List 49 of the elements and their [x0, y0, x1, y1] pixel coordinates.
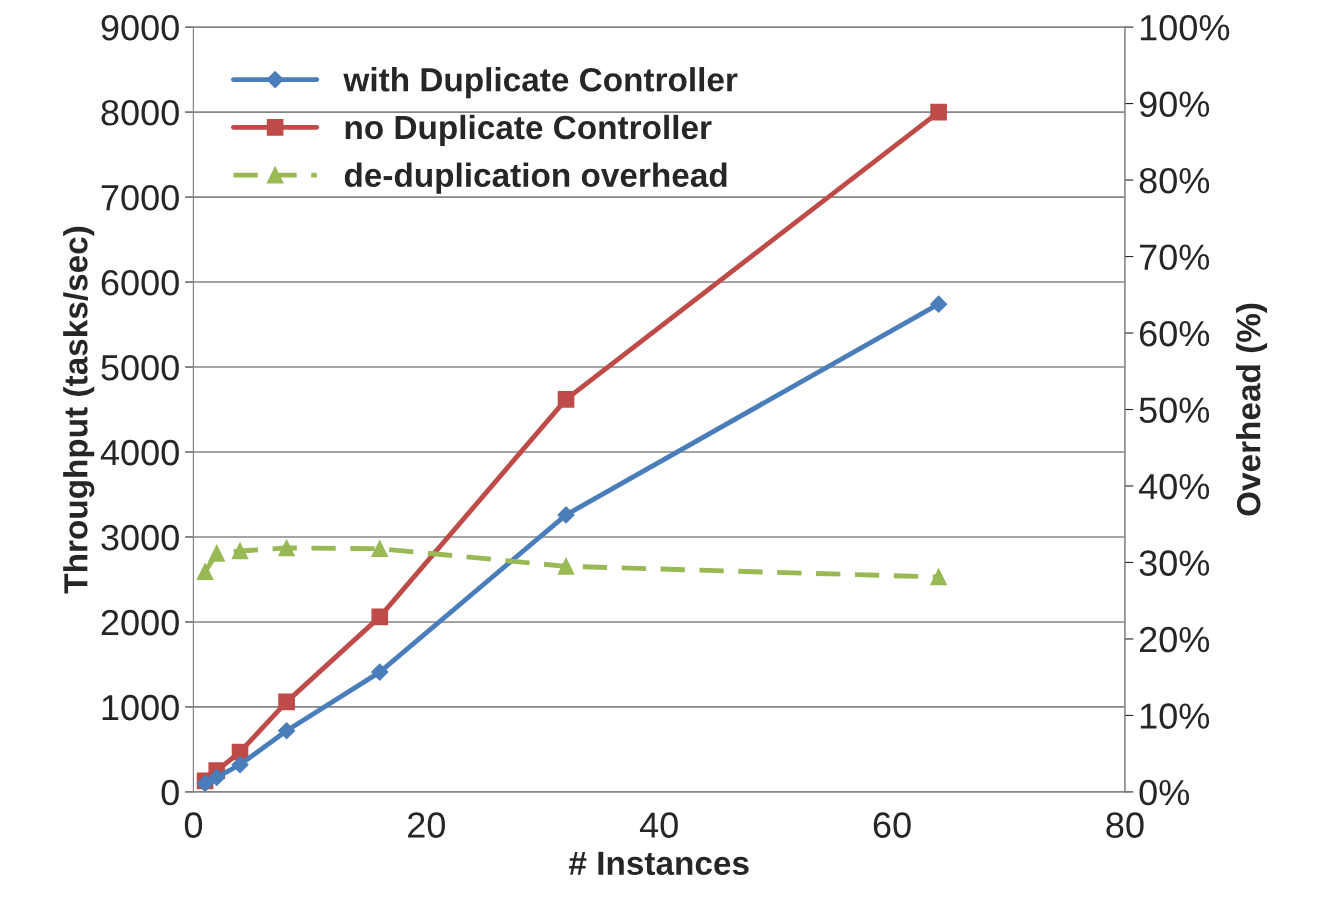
x-tick-label: 20	[408, 812, 445, 838]
y2-tick-label: 70%	[1139, 244, 1210, 270]
y-tick-label: 6000	[101, 269, 179, 296]
y-tick-label: 1000	[102, 694, 179, 721]
y2-axis-title: Overhead (%)	[1236, 303, 1268, 516]
y-tick-label: 8000	[101, 99, 179, 126]
point	[557, 557, 575, 575]
point	[278, 693, 295, 711]
x-axis-title: # Instances	[568, 851, 749, 876]
y-tick-label: 7000	[101, 184, 179, 211]
point	[930, 295, 948, 313]
y-tick-label: 3000	[101, 524, 179, 551]
point	[231, 542, 249, 560]
y2-tick-label: 20%	[1139, 626, 1210, 653]
y2-tick-label: 90%	[1139, 91, 1210, 118]
legend-label: with Duplicate Controller	[343, 67, 738, 99]
point	[208, 768, 226, 787]
point	[371, 540, 389, 558]
point	[208, 544, 226, 562]
y2-tick-label: 80%	[1139, 167, 1210, 194]
point	[930, 568, 947, 586]
y2-tick-label: 30%	[1139, 550, 1210, 576]
x-tick-label: 0	[184, 812, 203, 838]
x-tick-label: 60	[873, 812, 911, 838]
point	[557, 390, 575, 408]
y-tick-label: 5000	[101, 354, 179, 381]
x-tick-label: 80	[1106, 812, 1144, 838]
point	[371, 608, 389, 626]
y-tick-label: 2000	[101, 609, 179, 636]
y2-tick-label: 0%	[1139, 779, 1190, 806]
y2-tick-label: 40%	[1138, 473, 1210, 500]
y2-tick-label: 60%	[1139, 320, 1210, 347]
legend-label: no Duplicate Controller	[345, 114, 712, 146]
y-tick-label: 0	[161, 779, 179, 806]
y2-tick-label: 10%	[1140, 703, 1210, 729]
point	[278, 722, 296, 740]
y2-tick-label: 50%	[1139, 397, 1210, 423]
y2-tick-label: 100%	[1140, 14, 1230, 41]
point	[930, 103, 947, 121]
point	[278, 539, 295, 557]
point	[371, 663, 389, 681]
point	[196, 563, 214, 580]
point	[557, 506, 575, 524]
y-tick-label: 9000	[101, 14, 179, 41]
y-tick-label: 4000	[100, 439, 179, 466]
point	[231, 756, 249, 774]
x-tick-label: 40	[639, 812, 678, 838]
legend-label: de-duplication overhead	[344, 162, 727, 194]
y-axis-title: Throughput (tasks/sec)	[63, 226, 95, 594]
